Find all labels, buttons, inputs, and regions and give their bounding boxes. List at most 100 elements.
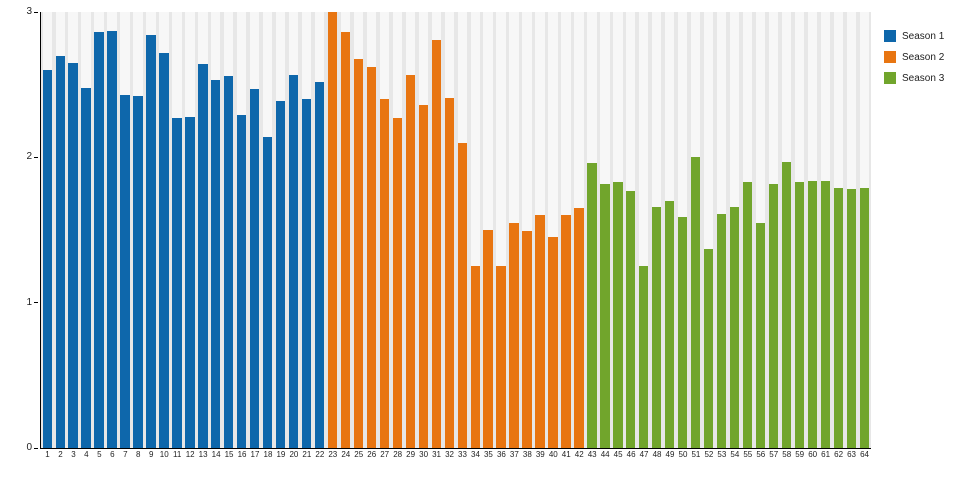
bar-slot: 39 xyxy=(534,12,547,459)
y-tick-mark xyxy=(34,11,38,13)
bar[interactable] xyxy=(859,187,869,448)
x-tick-label: 6 xyxy=(110,450,115,459)
bar[interactable] xyxy=(379,99,390,448)
legend-label-season-3: Season 3 xyxy=(902,72,945,84)
bar-slot: 32 xyxy=(443,12,456,459)
bar[interactable] xyxy=(405,74,415,448)
x-tick-label: 60 xyxy=(808,450,818,459)
bar[interactable] xyxy=(211,80,221,448)
bar[interactable] xyxy=(509,222,519,448)
legend-item-season-1[interactable]: Season 1 xyxy=(884,30,944,42)
bar[interactable] xyxy=(133,96,143,448)
x-tick-label: 38 xyxy=(522,450,532,459)
bar[interactable] xyxy=(587,163,597,448)
bar[interactable] xyxy=(42,70,52,448)
x-tick-label: 2 xyxy=(58,450,63,459)
bar[interactable] xyxy=(483,230,493,448)
bar[interactable] xyxy=(496,266,506,448)
bar[interactable] xyxy=(613,182,623,448)
bar[interactable] xyxy=(94,32,104,448)
bar[interactable] xyxy=(639,266,649,448)
bar[interactable] xyxy=(626,190,636,448)
legend-item-season-2[interactable]: Season 2 xyxy=(884,51,944,63)
bar[interactable] xyxy=(288,74,299,448)
bar[interactable] xyxy=(781,161,792,448)
bar[interactable] xyxy=(55,55,65,448)
bar[interactable] xyxy=(690,157,701,448)
bar[interactable] xyxy=(444,97,454,448)
bar[interactable] xyxy=(120,94,130,448)
bar[interactable] xyxy=(755,222,766,448)
x-tick-label: 51 xyxy=(691,450,701,459)
bar[interactable] xyxy=(146,35,156,448)
bar[interactable] xyxy=(68,62,78,448)
bar-slot: 1 xyxy=(41,12,54,459)
bar[interactable] xyxy=(678,216,688,448)
bar[interactable] xyxy=(742,182,753,448)
x-tick-label: 64 xyxy=(860,450,869,459)
bar[interactable] xyxy=(237,115,247,448)
bar[interactable] xyxy=(794,182,805,448)
bar[interactable] xyxy=(392,118,403,448)
x-tick-label: 45 xyxy=(613,450,623,459)
bar[interactable] xyxy=(665,200,675,448)
x-tick-label: 20 xyxy=(289,450,299,459)
legend-item-season-3[interactable]: Season 3 xyxy=(884,72,944,84)
bar[interactable] xyxy=(807,180,818,448)
bar[interactable] xyxy=(418,105,428,448)
bar-slot: 61 xyxy=(819,12,832,459)
bar[interactable] xyxy=(81,87,91,448)
bar[interactable] xyxy=(729,206,740,448)
bar[interactable] xyxy=(820,180,830,448)
bar[interactable] xyxy=(703,248,714,448)
x-tick-label: 11 xyxy=(173,450,182,459)
bar[interactable] xyxy=(431,39,441,448)
bar[interactable] xyxy=(652,206,662,448)
bar[interactable] xyxy=(366,67,377,448)
bar[interactable] xyxy=(327,12,338,448)
x-tick-label: 21 xyxy=(302,450,312,459)
bar[interactable] xyxy=(263,137,273,448)
bar[interactable] xyxy=(470,266,480,448)
x-tick-label: 46 xyxy=(626,450,636,459)
bar[interactable] xyxy=(600,183,610,448)
x-tick-label: 48 xyxy=(652,450,662,459)
legend-swatch-season-2 xyxy=(884,51,896,63)
bar[interactable] xyxy=(353,58,364,448)
bar-slot: 30 xyxy=(417,12,430,459)
bar-slot: 22 xyxy=(313,12,326,459)
bar[interactable] xyxy=(548,237,558,448)
bar[interactable] xyxy=(833,187,843,448)
bar[interactable] xyxy=(301,99,312,448)
bar[interactable] xyxy=(185,116,195,448)
bar-slot: 58 xyxy=(780,12,793,459)
x-tick-label: 26 xyxy=(367,450,377,459)
bar[interactable] xyxy=(846,189,856,448)
y-tick-mark xyxy=(34,302,38,304)
x-tick-label: 29 xyxy=(406,450,416,459)
bar[interactable] xyxy=(314,81,325,448)
bar[interactable] xyxy=(224,75,234,448)
bar[interactable] xyxy=(172,118,182,448)
bar-slot: 16 xyxy=(236,12,249,459)
bar[interactable] xyxy=(768,183,779,448)
bar[interactable] xyxy=(522,231,532,448)
bar[interactable] xyxy=(561,215,571,448)
bar[interactable] xyxy=(457,142,467,448)
bar[interactable] xyxy=(574,208,584,448)
x-tick-label: 32 xyxy=(445,450,454,459)
bar-slot: 2 xyxy=(54,12,67,459)
bar[interactable] xyxy=(535,215,545,448)
bar-slot: 17 xyxy=(249,12,262,459)
bar[interactable] xyxy=(716,214,727,448)
bar[interactable] xyxy=(159,52,169,448)
bar[interactable] xyxy=(250,89,260,448)
bar[interactable] xyxy=(275,100,286,448)
x-tick-label: 19 xyxy=(276,450,286,459)
bar[interactable] xyxy=(107,30,117,448)
bar[interactable] xyxy=(340,32,351,448)
legend-swatch-season-1 xyxy=(884,30,896,42)
bar-slot: 43 xyxy=(586,12,599,459)
bar[interactable] xyxy=(198,64,208,448)
bar-slot: 5 xyxy=(93,12,106,459)
